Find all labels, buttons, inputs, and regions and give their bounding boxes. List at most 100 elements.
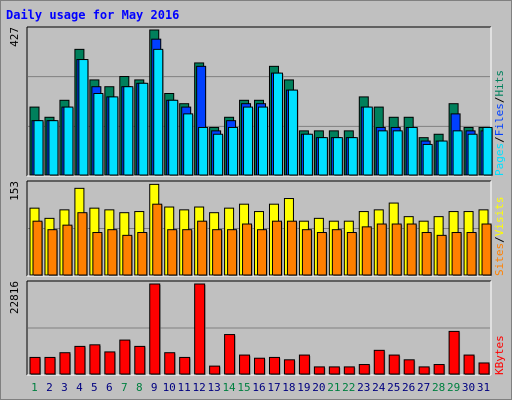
pages-bar <box>33 120 44 176</box>
kbytes-bar <box>179 356 191 375</box>
pages-bar <box>213 133 224 176</box>
kbytes-bar <box>104 351 116 375</box>
kbytes-bar <box>358 364 370 375</box>
day-label: 17 <box>267 381 280 394</box>
pages-bar <box>392 130 403 176</box>
pages-bar <box>452 130 463 176</box>
day-label: 11 <box>178 381 191 394</box>
legend-sites: Sites <box>493 243 506 276</box>
sites-bar <box>77 212 88 276</box>
sites-bar <box>107 229 118 276</box>
legend-pages: Pages <box>493 143 506 176</box>
pages-bar <box>168 99 179 176</box>
day-label: 13 <box>207 381 220 394</box>
sites-bar <box>481 223 492 276</box>
pages-bar <box>243 106 254 176</box>
kbytes-bar <box>463 354 475 375</box>
day-label: 9 <box>151 381 158 394</box>
kbytes-bar <box>418 366 430 375</box>
day-label: 14 <box>222 381 236 394</box>
pages-bar <box>108 96 119 176</box>
day-label: 28 <box>432 381 445 394</box>
legend-kbytes: KBytes <box>493 335 506 375</box>
kbytes-bar <box>89 344 101 375</box>
pages-bar <box>302 133 313 176</box>
sites-bar <box>451 232 462 276</box>
day-label: 10 <box>163 381 176 394</box>
kbytes-bar <box>388 354 400 375</box>
pages-bar <box>272 72 283 176</box>
kbytes-bar <box>478 362 490 375</box>
hits-max-label: 427 <box>8 27 21 47</box>
pages-bar <box>422 143 433 176</box>
pages-bar <box>198 126 209 176</box>
sites-bar <box>316 232 327 276</box>
sites-bar <box>391 223 402 276</box>
day-label: 12 <box>193 381 206 394</box>
sites-bar <box>436 234 447 276</box>
pages-bar <box>93 93 104 176</box>
day-label: 8 <box>136 381 143 394</box>
sites-bar <box>466 232 477 276</box>
day-label: 30 <box>462 381 475 394</box>
day-label: 5 <box>91 381 98 394</box>
legend-sep: / <box>493 97 506 104</box>
kbytes-bar <box>119 339 131 375</box>
kbytes-bar <box>433 364 445 375</box>
sites-bar <box>182 229 193 276</box>
kbytes-bar <box>29 356 41 375</box>
visits-max-label: 153 <box>8 181 21 201</box>
sites-bar <box>62 224 73 276</box>
sites-bar <box>257 229 268 276</box>
pages-bar <box>258 106 269 176</box>
legend-hits: Hits <box>493 70 506 97</box>
kbytes-bar <box>194 283 206 375</box>
pages-bar <box>183 113 194 176</box>
sites-bar <box>32 220 43 276</box>
day-label: 1 <box>31 381 38 394</box>
kbytes-bar <box>254 357 266 375</box>
chart-title: Daily usage for May 2016 <box>6 8 179 22</box>
day-label: 31 <box>477 381 490 394</box>
kbytes-bar <box>224 334 236 375</box>
sites-bar <box>331 229 342 276</box>
day-label: 26 <box>402 381 415 394</box>
sites-bar <box>167 229 178 276</box>
day-label: 19 <box>297 381 310 394</box>
kbytes-bar <box>343 366 355 375</box>
sites-bar <box>271 220 282 276</box>
pages-bar <box>437 140 448 176</box>
sites-bar <box>212 229 223 276</box>
pages-bar <box>78 59 89 176</box>
sites-bar <box>286 220 297 276</box>
sites-bar <box>301 229 312 276</box>
day-label: 23 <box>357 381 370 394</box>
pages-bar <box>48 120 59 176</box>
sites-bar <box>47 229 58 276</box>
sites-bar <box>137 232 148 276</box>
pages-bar <box>482 126 493 176</box>
pages-bar <box>407 126 418 176</box>
pages-bar <box>362 106 373 176</box>
day-label: 7 <box>121 381 128 394</box>
kbytes-bar <box>74 345 86 375</box>
pages-bar <box>317 137 328 176</box>
kbytes-bar <box>403 359 415 375</box>
day-label: 18 <box>282 381 295 394</box>
legend-sep: / <box>493 136 506 143</box>
day-label: 24 <box>372 381 386 394</box>
sites-bar <box>92 232 103 276</box>
kbytes-bar <box>134 345 146 375</box>
kbytes-bar <box>239 354 251 375</box>
day-label: 20 <box>312 381 325 394</box>
kbytes-bar <box>448 330 460 375</box>
sites-bar <box>376 223 387 276</box>
kbytes-bar <box>373 349 385 375</box>
pages-bar <box>63 106 74 176</box>
pages-bar <box>347 137 358 176</box>
pages-bar <box>138 82 149 176</box>
kbytes-max-label: 22816 <box>8 281 21 314</box>
kbytes-bar <box>59 352 71 375</box>
pages-bar <box>377 130 388 176</box>
